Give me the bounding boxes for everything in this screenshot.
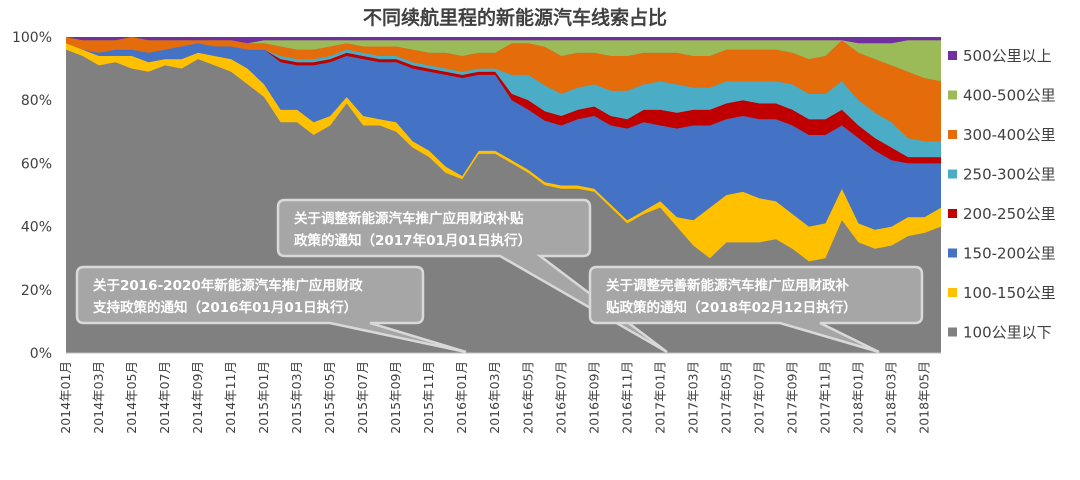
area-series-5 — [66, 43, 941, 158]
x-tick-label: 2016年01月 — [454, 361, 469, 434]
y-tick-label: 60% — [21, 156, 52, 172]
legend-item: 300-400公里 — [948, 126, 1056, 144]
legend-item: 250-300公里 — [948, 166, 1056, 184]
legend-label: 100-150公里 — [963, 284, 1056, 302]
callout-text-line1: 关于调整完善新能源汽车推广应用财政补 — [606, 277, 849, 294]
legend-item: 150-200公里 — [948, 245, 1056, 263]
legend-swatch — [948, 130, 957, 139]
legend-swatch — [948, 248, 957, 258]
x-tick-label: 2018年03月 — [884, 361, 899, 434]
legend-label: 250-300公里 — [963, 166, 1056, 184]
x-tick-label: 2016年07月 — [553, 361, 568, 434]
legend-item: 500公里以上 — [948, 47, 1052, 65]
legend: 500公里以上 400-500公里 300-400公里 250-300公里 200-25… — [948, 47, 1056, 342]
callout-bubble — [588, 265, 924, 354]
legend-item: 400-500公里 — [948, 87, 1056, 105]
x-tick-label: 2014年07月 — [157, 361, 172, 434]
area-series-6 — [66, 37, 941, 142]
area-series-8 — [66, 37, 941, 44]
x-tick-label: 2016年09月 — [586, 361, 601, 434]
x-tick-label: 2015年11月 — [421, 361, 436, 434]
x-tick-label: 2017年03月 — [685, 361, 700, 434]
legend-swatch — [948, 169, 957, 179]
area-series-2 — [66, 43, 941, 262]
x-tick-label: 2017年05月 — [718, 361, 733, 434]
legend-swatch — [948, 90, 957, 100]
legend-item: 200-250公里 — [948, 205, 1056, 223]
x-tick-label: 2016年03月 — [487, 361, 502, 434]
x-tick-label: 2017年11月 — [817, 361, 832, 434]
y-tick-label: 80% — [21, 93, 52, 109]
y-tick-label: 20% — [21, 283, 52, 299]
legend-swatch — [948, 327, 957, 337]
legend-swatch — [948, 51, 957, 60]
x-tick-label: 2018年01月 — [851, 361, 866, 434]
callout-text-line2: 政策的通知（2017年01月01日执行） — [294, 232, 531, 249]
callout-text-line2: 贴政策的通知（2018年02月12日执行） — [606, 299, 857, 316]
x-tick-label: 2014年09月 — [190, 361, 205, 434]
x-tick-label: 2014年03月 — [91, 361, 106, 434]
legend-label: 300-400公里 — [963, 126, 1056, 144]
y-tick-label: 100% — [12, 30, 52, 46]
x-tick-label: 2017年07月 — [751, 361, 766, 434]
callout-bubble — [75, 265, 467, 354]
x-tick-label: 2015年05月 — [322, 361, 337, 434]
legend-label: 500公里以上 — [963, 47, 1052, 65]
x-tick-label: 2016年05月 — [520, 361, 535, 434]
x-tick-label: 2017年09月 — [784, 361, 799, 434]
y-axis: 0% 20% 40% 60% 80% 100% — [12, 30, 52, 362]
legend-swatch — [948, 288, 957, 297]
x-tick-label: 2016年11月 — [619, 361, 634, 434]
x-tick-label: 2017年01月 — [652, 361, 667, 434]
x-tick-label: 2014年11月 — [223, 361, 238, 434]
legend-label: 200-250公里 — [963, 205, 1056, 223]
callout-text-line1: 关于调整新能源汽车推广应用财政补贴 — [294, 210, 524, 227]
callout-text-line2: 支持政策的通知（2016年01月01日执行） — [92, 299, 357, 316]
y-tick-label: 40% — [21, 220, 52, 236]
x-tick-label: 2018年05月 — [917, 361, 932, 434]
policy-callout-1: 关于2016-2020年新能源汽车推广应用财政支持政策的通知（2016年01月0… — [75, 265, 467, 354]
policy-callouts: 关于2016-2020年新能源汽车推广应用财政支持政策的通知（2016年01月0… — [75, 198, 924, 354]
legend-item: 100-150公里 — [948, 284, 1056, 302]
legend-label: 150-200公里 — [963, 245, 1056, 263]
legend-label: 100公里以下 — [963, 324, 1052, 342]
legend-label: 400-500公里 — [963, 87, 1056, 105]
callout-text-line1: 关于2016-2020年新能源汽车推广应用财政 — [93, 277, 363, 294]
x-tick-label: 2015年09月 — [388, 361, 403, 434]
x-tick-label: 2015年01月 — [256, 361, 271, 434]
x-tick-label: 2015年07月 — [355, 361, 370, 434]
y-tick-label: 0% — [30, 346, 52, 362]
chart-title: 不同续航里程的新能源汽车线索占比 — [363, 6, 667, 29]
area-series-7 — [66, 37, 941, 82]
legend-item: 100公里以下 — [948, 324, 1052, 342]
legend-swatch — [948, 209, 957, 218]
x-tick-label: 2014年05月 — [124, 361, 139, 434]
area-series-3 — [66, 43, 941, 230]
x-tick-label: 2015年03月 — [289, 361, 304, 434]
x-tick-label: 2014年01月 — [58, 361, 73, 434]
x-axis: 2014年01月 2014年03月 2014年05月 2014年07月 2014年09月… — [58, 352, 941, 434]
